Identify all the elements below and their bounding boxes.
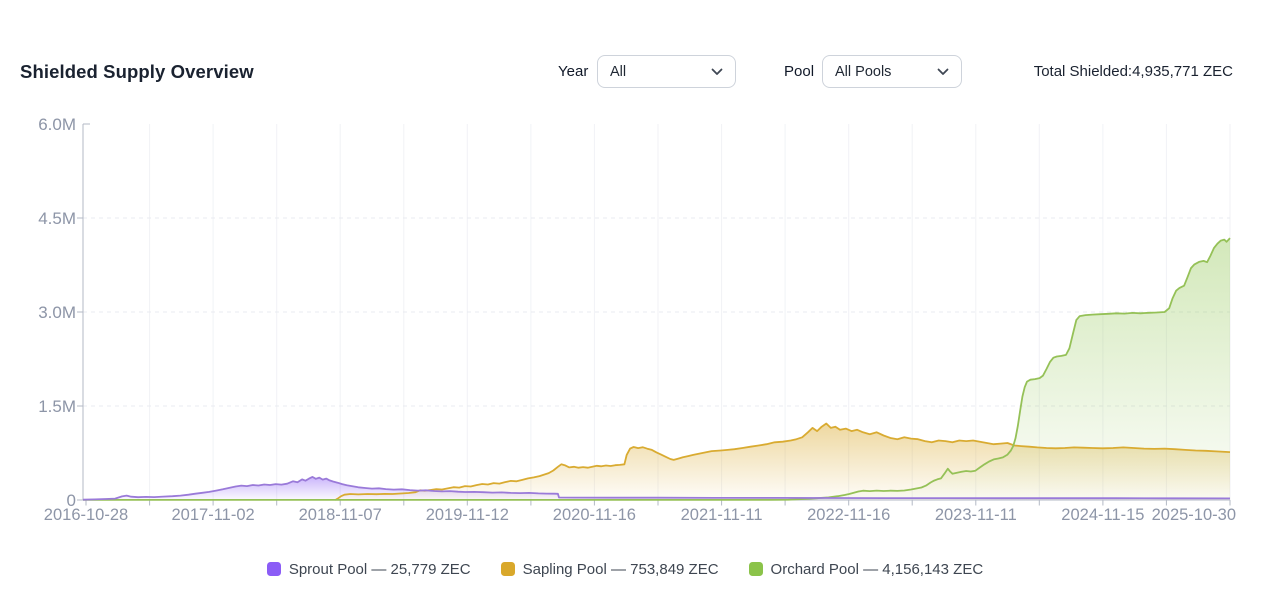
svg-text:2016-10-28: 2016-10-28 xyxy=(44,506,128,524)
total-shielded-value: 4,935,771 ZEC xyxy=(1132,63,1233,80)
svg-text:2023-11-11: 2023-11-11 xyxy=(935,506,1017,524)
legend-item-sapling[interactable]: Sapling Pool — 753,849 ZEC xyxy=(500,560,719,578)
orchard-pool-line xyxy=(83,237,1231,501)
svg-text:2021-11-11: 2021-11-11 xyxy=(681,506,763,524)
pool-select-value: All Pools xyxy=(835,63,892,80)
series-lines xyxy=(82,237,1231,501)
orchard-pool-area xyxy=(83,238,1230,500)
legend: Sprout Pool — 25,779 ZEC Sapling Pool — 7… xyxy=(0,556,1250,582)
orchard-legend-swatch xyxy=(748,562,763,576)
pool-select[interactable]: All Pools xyxy=(822,55,962,88)
chevron-down-icon xyxy=(711,68,723,76)
sapling-legend-swatch xyxy=(500,562,515,576)
year-select-value: All xyxy=(610,63,627,80)
axis-labels: 0 1.5M 3.0M 4.5M 6.0M 2016-10-28 2017-11-02 201… xyxy=(38,115,1236,524)
svg-text:2022-11-16: 2022-11-16 xyxy=(807,506,890,524)
chevron-down-icon xyxy=(937,68,949,76)
legend-item-label: Sprout Pool — 25,779 ZEC xyxy=(288,560,471,578)
year-select[interactable]: All xyxy=(597,55,736,88)
svg-text:2018-11-07: 2018-11-07 xyxy=(299,506,382,524)
svg-text:1.5M: 1.5M xyxy=(38,397,76,416)
svg-text:3.0M: 3.0M xyxy=(38,303,76,322)
sapling-pool-line xyxy=(334,422,1231,501)
svg-text:2017-11-02: 2017-11-02 xyxy=(172,506,255,524)
page-title: Shielded Supply Overview xyxy=(20,61,254,82)
svg-text:2025-10-30: 2025-10-30 xyxy=(1152,506,1236,524)
legend-item-label: Orchard Pool — 4,156,143 ZEC xyxy=(770,560,984,578)
total-shielded-label: Total Shielded: xyxy=(1033,63,1133,80)
legend-item-label: Sapling Pool — 753,849 ZEC xyxy=(522,560,719,578)
sprout-legend-swatch xyxy=(266,562,281,576)
svg-text:2019-11-12: 2019-11-12 xyxy=(426,506,509,524)
svg-text:0: 0 xyxy=(67,491,76,510)
svg-text:6.0M: 6.0M xyxy=(38,115,76,134)
svg-text:4.5M: 4.5M xyxy=(38,209,76,228)
total-shielded: Total Shielded:4,935,771 ZEC xyxy=(1034,55,1233,88)
legend-item-sprout[interactable]: Sprout Pool — 25,779 ZEC xyxy=(266,560,471,578)
sprout-pool-line xyxy=(82,476,1231,501)
year-filter-label: Year xyxy=(558,63,589,80)
legend-item-orchard[interactable]: Orchard Pool — 4,156,143 ZEC xyxy=(748,560,984,578)
plot-area[interactable] xyxy=(83,124,1230,500)
pool-filter-label: Pool xyxy=(784,63,815,80)
svg-text:2024-11-15: 2024-11-15 xyxy=(1061,506,1144,524)
svg-text:2020-11-16: 2020-11-16 xyxy=(553,506,636,524)
